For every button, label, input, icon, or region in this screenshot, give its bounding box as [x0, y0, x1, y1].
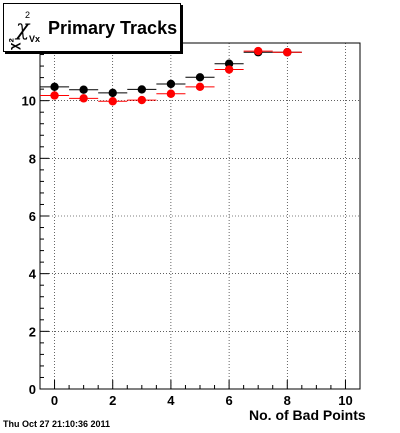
- x-tick-label: 8: [284, 393, 291, 408]
- y-tick-label: 10: [22, 94, 36, 109]
- y-tick-label: 8: [29, 151, 36, 166]
- data-point: [137, 95, 147, 105]
- data-point: [224, 65, 234, 74]
- data-point: [166, 89, 176, 98]
- data-point: [166, 79, 176, 89]
- data-point: [108, 88, 117, 98]
- chart-title: Primary Tracks: [48, 18, 178, 38]
- data-point: [195, 73, 205, 82]
- data-point: [79, 85, 88, 94]
- x-tick-label: 2: [109, 393, 116, 408]
- y-tick-label: 2: [29, 324, 36, 339]
- x-tick-label: 6: [225, 393, 232, 408]
- x-axis-label: No. of Bad Points: [249, 407, 366, 423]
- chart-title-box: χ 2 Vx Primary Tracks: [3, 3, 181, 52]
- data-point: [79, 94, 88, 103]
- data-point: [50, 91, 59, 100]
- data-point: [108, 97, 117, 106]
- data-point: [253, 46, 263, 56]
- x-tick-label: 4: [167, 393, 175, 408]
- x-tick-label: 10: [338, 393, 352, 408]
- title-subscript: Vx: [29, 34, 41, 44]
- data-point: [137, 85, 147, 94]
- x-tick-label: 0: [51, 393, 58, 408]
- data-point: [283, 48, 292, 57]
- data-point: [50, 82, 59, 92]
- data-point: [224, 59, 234, 68]
- y-tick-label: 6: [29, 209, 36, 224]
- timestamp: Thu Oct 27 21:10:36 2011: [3, 419, 111, 429]
- y-tick-label: 0: [29, 382, 36, 397]
- y-tick-label: 4: [29, 267, 37, 282]
- title-chi-symbol: χ: [16, 16, 30, 41]
- data-point: [195, 82, 205, 92]
- y-axis-label: χ²: [6, 38, 21, 50]
- title-superscript: 2: [25, 10, 31, 20]
